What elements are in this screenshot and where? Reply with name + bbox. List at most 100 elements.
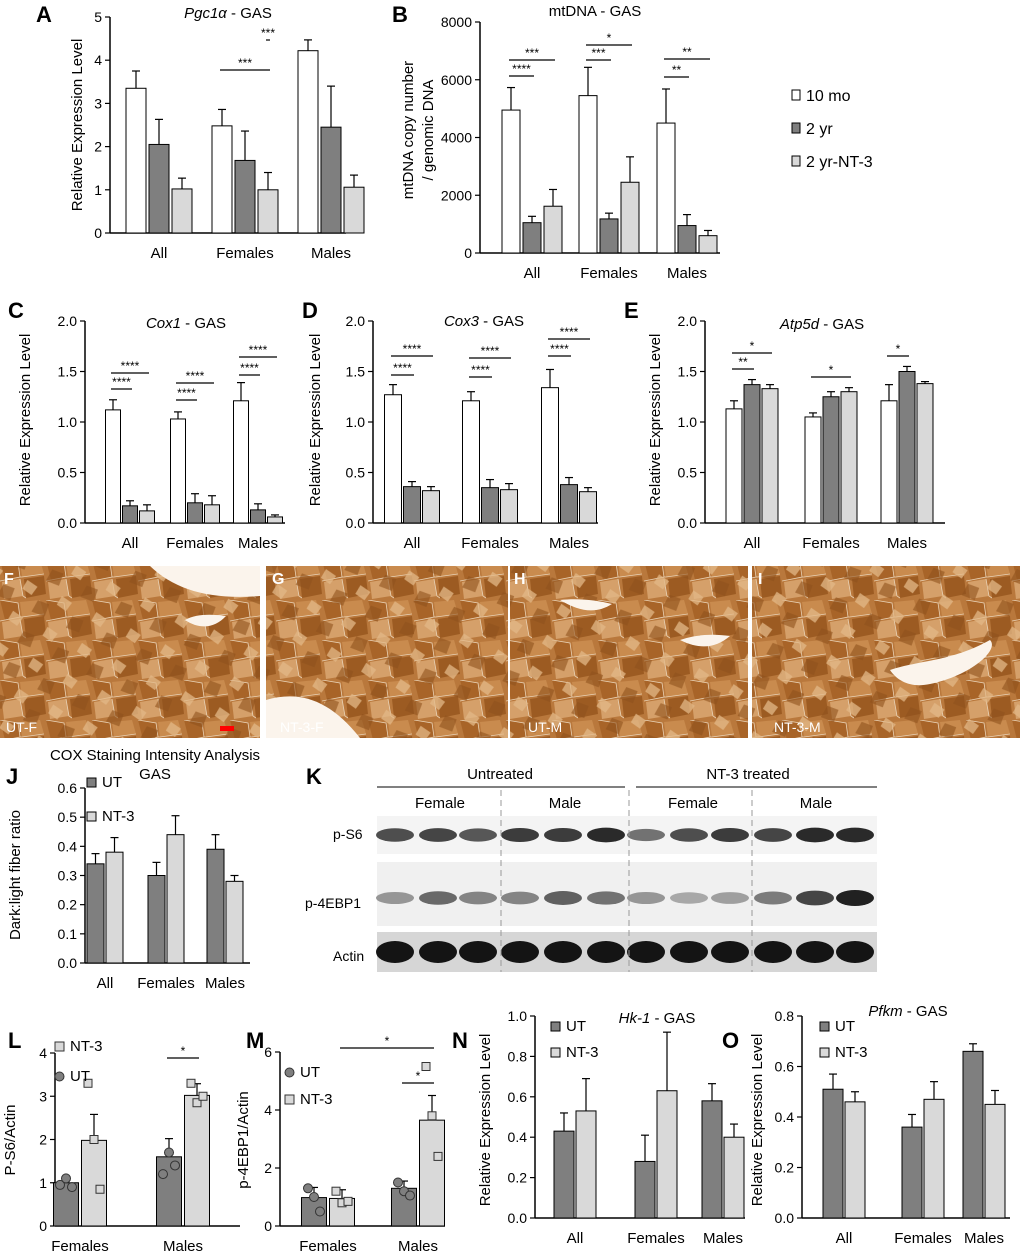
legend-label: NT-3 <box>70 1038 103 1055</box>
y-tick-label: 0.6 <box>775 1059 795 1075</box>
panel-letter-c: C <box>8 298 24 323</box>
chart-a: 0 1 2 3 4 5 Relative Expression Level Pgc1α - G… <box>69 5 365 262</box>
chart-subtitle: GAS <box>139 766 171 783</box>
y-tick-label: 0 <box>39 1218 47 1234</box>
x-tick-label: Females <box>461 535 519 552</box>
x-tick-label: Males <box>703 1230 743 1247</box>
legend-swatch <box>819 1021 830 1032</box>
histology-gap-f <box>150 566 260 627</box>
x-tick-label: All <box>524 265 541 282</box>
bar-2-yr-nt-3 <box>204 504 220 524</box>
chart-l: 0 1 2 3 4 P-S6/Actin Females Males * NT-3 UT <box>2 1038 240 1255</box>
chart-title-italic: Pgc1α <box>184 5 227 22</box>
bar-2-yr-nt-3 <box>422 490 440 524</box>
histology-letter-i: I <box>758 571 762 588</box>
blot-band <box>419 828 457 842</box>
bar-2-yr <box>187 502 203 524</box>
y-tick-label: 6000 <box>441 72 472 88</box>
blot-band <box>627 941 665 963</box>
blot-band <box>501 891 539 905</box>
chart-m: 0 2 4 6 p-4EBP1/Actin Females Males * * UT NT-3 <box>235 1034 445 1255</box>
bar-2-yr <box>599 218 619 254</box>
bar-nt-3 <box>225 880 244 964</box>
bar-2-yr-nt-3 <box>500 489 518 524</box>
bar-2-yr-nt-3 <box>916 383 934 524</box>
x-tick-label: Males <box>887 535 927 552</box>
y-tick-label: 0.0 <box>775 1210 795 1226</box>
y-tick-label: 4 <box>94 52 102 68</box>
chart-title: mtDNA - GAS <box>549 3 642 20</box>
y-tick-label: 2.0 <box>678 313 698 329</box>
blot-band <box>376 941 414 963</box>
x-tick-label: All <box>744 535 761 552</box>
data-point <box>89 1135 99 1144</box>
y-tick-label: 0.4 <box>58 838 78 854</box>
x-tick-label: Males <box>311 245 351 262</box>
y-tick-label: 2.0 <box>58 313 78 329</box>
blot-band <box>836 941 874 963</box>
data-point <box>198 1091 208 1101</box>
y-axis-label: Relative Expression Level <box>17 334 34 507</box>
bar-2-yr <box>320 126 342 234</box>
x-tick-label: Females <box>137 975 195 992</box>
x-tick-label: Males <box>398 1238 438 1255</box>
chart-title-rest: - GAS <box>181 315 226 332</box>
legend-label: UT <box>70 1068 90 1085</box>
histology-panel-f: F UT-F <box>0 566 260 738</box>
y-tick-label: 4 <box>264 1102 272 1118</box>
legend-swatch-10mo <box>791 89 801 101</box>
legend-swatch <box>86 777 97 788</box>
panel-letter-e: E <box>624 298 639 323</box>
blot-band <box>836 890 874 906</box>
panel-letter-l: L <box>8 1028 21 1053</box>
y-tick-label: 0.5 <box>346 465 366 481</box>
y-tick-label: 0.0 <box>346 515 366 531</box>
legend-swatch <box>550 1047 561 1058</box>
data-point <box>393 1177 403 1188</box>
blot-band <box>754 941 792 963</box>
bar-nt-3 <box>656 1090 678 1219</box>
chart-e: 0.0 0.5 1.0 1.5 2.0 Relative Expression Level… <box>647 313 945 552</box>
data-point <box>309 1192 319 1202</box>
bar-2-yr <box>898 371 916 524</box>
y-tick-label: 1.0 <box>678 414 698 430</box>
chart-n: 0.0 0.2 0.4 0.6 0.8 1.0 Relative Expression Le… <box>477 1008 745 1247</box>
y-tick-label: 0.0 <box>58 955 78 971</box>
blot-band <box>754 891 792 905</box>
panel-letter-a: A <box>36 2 52 27</box>
x-tick-label: All <box>151 245 168 262</box>
histology-label-f: UT-F <box>6 719 37 735</box>
bar-ut <box>701 1100 723 1219</box>
chart-o: 0.0 0.2 0.4 0.6 0.8 Relative Expression Level… <box>749 1003 1010 1247</box>
data-point <box>303 1183 313 1194</box>
legend-swatch-2yr-nt3 <box>791 155 801 167</box>
blot-band <box>711 941 749 963</box>
blot-band <box>544 941 582 963</box>
significance-label: * <box>896 342 901 356</box>
bar-2-yr <box>481 487 499 524</box>
bar-10-mo <box>541 387 559 524</box>
bar-10-mo <box>384 394 402 524</box>
y-axis-label: Relative Expression Level <box>69 39 86 212</box>
blot-band <box>627 828 665 842</box>
blot-band <box>796 941 834 963</box>
blot-row-label-p4ebp1: p-4EBP1 <box>305 895 361 911</box>
significance-label: * <box>385 1034 390 1048</box>
chart-title-rest: - GAS <box>227 5 272 22</box>
significance-label: **** <box>240 361 259 375</box>
x-tick-label: Females <box>627 1230 685 1247</box>
blot-band <box>670 941 708 963</box>
legend-swatch <box>54 1071 65 1082</box>
y-tick-label: 0.2 <box>58 897 78 913</box>
bar-10-mo <box>233 400 249 524</box>
significance-label: * <box>181 1044 186 1058</box>
panel-letter-o: O <box>722 1028 739 1053</box>
legend-label: UT <box>300 1064 320 1081</box>
blot-band <box>711 892 749 904</box>
y-axis-label: p-4EBP1/Actin <box>235 1091 252 1189</box>
blot-strip-background <box>377 862 877 926</box>
x-tick-label: All <box>122 535 139 552</box>
significance-label: ** <box>682 45 692 59</box>
chart-d: 0.0 0.5 1.0 1.5 2.0 Relative Expression Level… <box>307 313 598 552</box>
bar-10-mo <box>880 400 898 524</box>
